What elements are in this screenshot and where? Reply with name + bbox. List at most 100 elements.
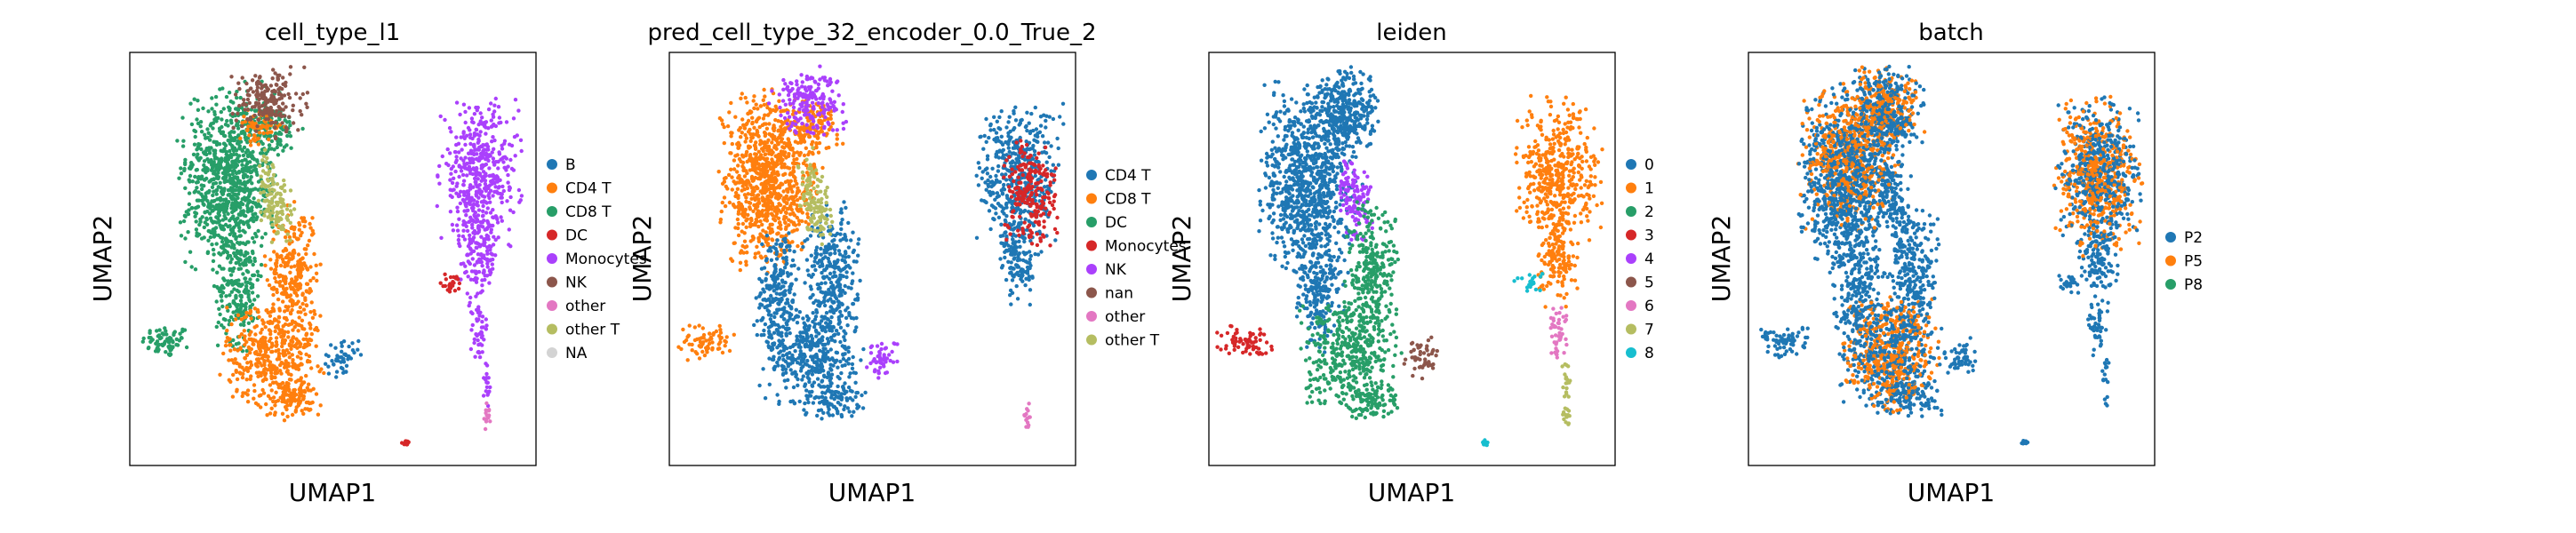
data-point <box>197 222 202 227</box>
data-point <box>505 199 509 203</box>
data-point <box>280 328 284 332</box>
data-point <box>780 150 785 155</box>
data-point <box>292 363 297 369</box>
data-point <box>226 187 231 193</box>
data-point <box>449 166 453 171</box>
data-point <box>300 409 304 413</box>
data-point <box>284 386 289 392</box>
data-point <box>497 152 502 156</box>
data-point <box>757 124 762 130</box>
data-point <box>827 259 831 264</box>
data-point <box>278 196 283 201</box>
data-point <box>228 179 233 183</box>
data-point <box>745 217 749 221</box>
data-point <box>499 215 503 219</box>
data-point <box>256 228 260 234</box>
data-point <box>478 111 483 115</box>
data-point <box>458 112 462 117</box>
data-point <box>513 98 518 102</box>
data-point <box>823 281 828 285</box>
data-point <box>235 141 240 146</box>
data-point <box>284 315 288 321</box>
data-point <box>347 344 351 349</box>
data-point <box>271 380 276 385</box>
data-point <box>785 261 789 266</box>
data-point <box>714 329 719 334</box>
data-point <box>214 324 219 330</box>
data-point <box>343 352 348 356</box>
data-point <box>463 120 468 125</box>
data-point <box>839 211 844 215</box>
data-point <box>276 320 281 324</box>
data-point <box>299 234 303 238</box>
data-point <box>256 142 261 147</box>
data-point <box>737 128 741 132</box>
data-point <box>782 290 787 294</box>
data-point <box>786 319 790 323</box>
data-point <box>484 120 489 124</box>
data-point <box>234 370 238 374</box>
data-point <box>507 227 511 232</box>
data-point <box>772 280 778 284</box>
data-point <box>764 339 769 344</box>
data-point <box>797 310 802 314</box>
data-point <box>242 98 246 102</box>
data-point <box>816 135 820 140</box>
data-point <box>488 419 492 424</box>
data-point <box>732 158 737 163</box>
data-point <box>465 228 470 234</box>
data-point <box>195 117 199 122</box>
data-point <box>793 349 797 354</box>
data-point <box>792 250 796 254</box>
data-point <box>224 94 229 99</box>
data-point <box>256 402 260 407</box>
data-point <box>273 375 277 380</box>
data-point <box>828 113 833 117</box>
data-point <box>794 277 798 282</box>
panel-title: cell_type_l1 <box>265 20 401 46</box>
data-point <box>516 108 521 113</box>
data-point <box>743 95 748 100</box>
data-point <box>777 202 781 206</box>
data-point <box>311 386 316 391</box>
data-point <box>796 243 800 249</box>
data-point <box>744 263 748 267</box>
data-point <box>300 301 305 306</box>
data-point <box>297 227 301 232</box>
data-point <box>226 211 230 216</box>
data-point <box>292 200 297 204</box>
data-point <box>305 105 309 110</box>
data-point <box>687 342 692 346</box>
data-point <box>754 102 758 107</box>
data-point <box>248 310 253 314</box>
data-point <box>848 371 852 376</box>
data-point <box>281 76 285 80</box>
data-point <box>233 253 238 259</box>
data-point <box>269 349 274 354</box>
data-point <box>307 354 312 359</box>
data-point <box>782 204 787 210</box>
data-point <box>166 338 172 344</box>
data-point <box>740 188 744 193</box>
data-point <box>253 231 258 236</box>
data-point <box>468 242 472 246</box>
data-point <box>229 130 234 134</box>
data-point <box>479 252 484 257</box>
data-point <box>851 230 855 235</box>
data-point <box>230 147 235 151</box>
data-point <box>459 189 463 194</box>
data-point <box>221 251 226 255</box>
data-point <box>766 298 771 302</box>
data-point <box>755 130 760 135</box>
data-point <box>255 82 260 87</box>
data-point <box>245 251 250 256</box>
data-point <box>232 243 236 248</box>
data-point <box>274 214 279 219</box>
data-point <box>812 317 818 322</box>
data-point <box>492 235 496 239</box>
data-point <box>807 377 812 381</box>
data-point <box>319 367 324 371</box>
data-point <box>693 350 698 354</box>
data-point <box>273 329 277 334</box>
data-point <box>762 156 766 161</box>
